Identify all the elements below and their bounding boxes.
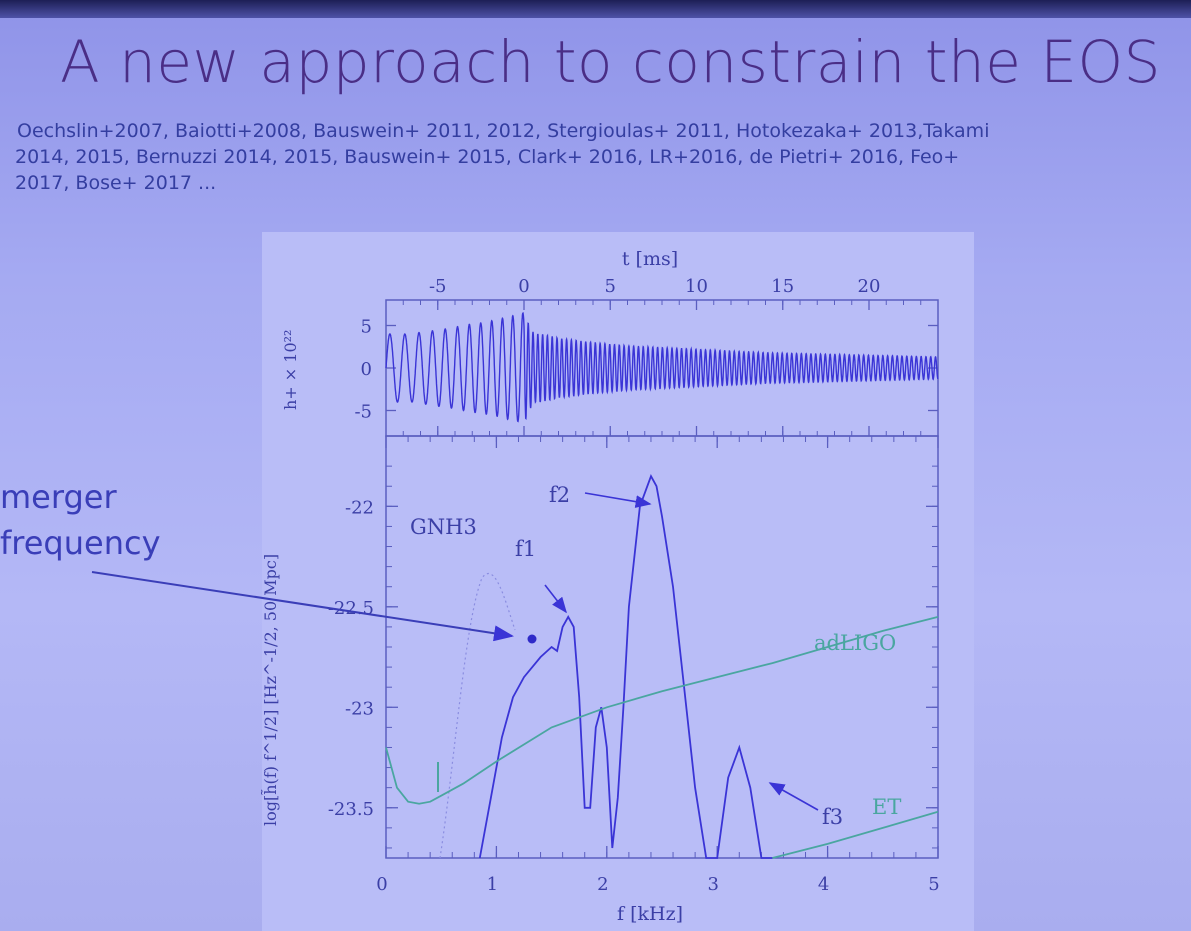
bottom-xtick-label: 2 (597, 874, 608, 895)
references-line-3: 2017, Bose+ 2017 ... (15, 172, 217, 194)
arrow-f1 (544, 584, 567, 614)
arrow-merger-frequency (91, 571, 514, 642)
bottom-ytick-label: -22 (345, 497, 374, 518)
references-line-1: Oechslin+2007, Baiotti+2008, Bauswein+ 2… (17, 120, 990, 142)
bottom-xtick-label: 0 (376, 874, 387, 895)
top-ytick-label: -5 (354, 402, 372, 423)
dotted-inspiral-curve (439, 573, 516, 859)
bottom-ylabel: log[h̃(f) f^1/2] [Hz^-1/2, 50 Mpc] (261, 554, 280, 826)
series-gnh3 (478, 474, 773, 859)
top-xtick-label: 10 (685, 276, 708, 297)
top-ytick-label: 0 (361, 359, 372, 380)
top-xtick-label: 5 (605, 276, 616, 297)
arrow-f3 (768, 782, 819, 811)
bottom-xtick-label: 3 (707, 874, 718, 895)
top-xlabel: t [ms] (622, 248, 678, 270)
bottom-xtick-label: 4 (818, 874, 829, 895)
top-xtick-label: -5 (429, 276, 447, 297)
annotation-line-2: frequency (0, 524, 161, 562)
top-ylabel: h+ × 10²² (281, 330, 300, 410)
top-xtick-label: 0 (518, 276, 529, 297)
top-xtick-label: 20 (858, 276, 881, 297)
waveform-series (385, 312, 939, 423)
top-yticks: 5 0 -5 (354, 317, 938, 423)
bottom-ytick-label: -23.5 (328, 799, 374, 820)
merger-frequency-annotation: merger frequency (0, 474, 161, 566)
figure-panel (262, 232, 974, 931)
bottom-xticks: 0 1 2 3 4 5 (376, 436, 940, 895)
top-xticks: -5 0 5 10 15 20 (385, 276, 939, 436)
label-adligo: adLIGO (814, 631, 896, 655)
label-et: ET (872, 795, 901, 819)
bottom-xtick-label: 1 (487, 874, 498, 895)
references: Oechslin+2007, Baiotti+2008, Bauswein+ 2… (15, 118, 1185, 196)
merger-dot (527, 634, 537, 644)
label-gnh3: GNH3 (410, 515, 477, 539)
top-xtick-label: 15 (771, 276, 794, 297)
slide-title: A new approach to constrain the EOS (60, 28, 1161, 96)
series-adligo (385, 616, 939, 805)
annotation-line-1: merger (0, 478, 117, 516)
label-f3: f3 (822, 805, 843, 829)
series-et (772, 810, 939, 859)
label-f2: f2 (549, 483, 570, 507)
bottom-ytick-label: -23 (345, 698, 374, 719)
label-f1: f1 (515, 537, 536, 561)
bottom-xlabel: f [kHz] (617, 903, 683, 925)
bottom-xtick-label: 5 (928, 874, 939, 895)
top-edge-bar (0, 0, 1191, 18)
arrow-f2 (584, 492, 652, 508)
references-line-2: 2014, 2015, Bernuzzi 2014, 2015, Bauswei… (15, 146, 960, 168)
top-ytick-label: 5 (361, 317, 372, 338)
